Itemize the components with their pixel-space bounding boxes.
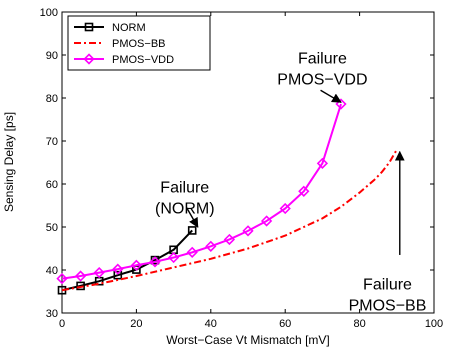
legend-item-pmos-bb: PMOS−BB bbox=[74, 38, 166, 50]
data-point bbox=[76, 281, 85, 291]
legend-item-norm: NORM bbox=[74, 22, 146, 34]
y-tick-label: 30 bbox=[46, 308, 58, 320]
data-point bbox=[279, 202, 291, 215]
legend: NORM PMOS−BB PMOS−VDD bbox=[67, 15, 211, 71]
data-point bbox=[223, 233, 236, 246]
annotation-arrow bbox=[320, 89, 342, 103]
data-point bbox=[93, 266, 105, 279]
data-point bbox=[316, 157, 329, 169]
legend-label: PMOS−VDD bbox=[112, 54, 174, 66]
annotation-label: Failure PMOS−VDD bbox=[277, 51, 367, 89]
x-axis-label: Worst−Case Vt Mismatch [mV] bbox=[166, 333, 329, 347]
series-pmos-bb bbox=[61, 149, 398, 292]
y-axis-label: Sensing Delay [ps] bbox=[2, 112, 16, 212]
data-point bbox=[112, 263, 124, 275]
y-tick-label: 50 bbox=[46, 222, 58, 234]
series-line-pmos-vdd bbox=[61, 103, 342, 280]
annotation-label: Failure PMOS−BB bbox=[349, 276, 427, 314]
data-point bbox=[149, 256, 161, 268]
series-line-pmos-bb bbox=[61, 149, 398, 292]
x-tick-label: 0 bbox=[59, 318, 65, 330]
annotation-line: PMOS−VDD bbox=[277, 72, 367, 89]
annotation-line: Failure bbox=[160, 180, 209, 197]
legend-label: PMOS−BB bbox=[112, 38, 166, 50]
legend-label: NORM bbox=[112, 22, 146, 34]
x-tick-label: 20 bbox=[130, 318, 142, 330]
y-tick-label: 70 bbox=[46, 136, 58, 148]
data-point bbox=[113, 270, 123, 280]
annotation-arrow bbox=[186, 207, 199, 228]
x-tick-label: 60 bbox=[279, 318, 291, 330]
data-point bbox=[242, 225, 254, 237]
series-norm bbox=[57, 226, 197, 295]
annotation-label: Failure (NORM) bbox=[155, 180, 215, 218]
y-tick-label: 90 bbox=[46, 50, 58, 62]
data-point bbox=[74, 270, 87, 282]
annotation-line: Failure bbox=[298, 51, 347, 68]
annotations: Failure (NORM) Failure PMOS−VDD Failure PMOS−… bbox=[155, 51, 426, 315]
axis-ticks: 0 20 40 60 80 100 30 40 50 60 70 80 90 100 bbox=[40, 7, 444, 330]
data-point bbox=[130, 259, 143, 271]
data-point bbox=[260, 215, 273, 227]
legend-item-pmos-vdd: PMOS−VDD bbox=[74, 53, 174, 66]
annotation-line: (NORM) bbox=[155, 201, 215, 218]
data-point bbox=[205, 240, 217, 252]
legend-marker bbox=[83, 53, 95, 65]
x-tick-label: 40 bbox=[205, 318, 217, 330]
series-group bbox=[56, 98, 398, 295]
x-tick-label: 100 bbox=[425, 318, 443, 330]
data-point bbox=[56, 272, 68, 285]
y-tick-label: 60 bbox=[46, 179, 58, 191]
annotation-line: PMOS−BB bbox=[349, 297, 427, 314]
y-tick-label: 80 bbox=[46, 93, 58, 105]
data-point bbox=[167, 251, 180, 264]
legend-marker bbox=[84, 22, 94, 32]
y-tick-label: 40 bbox=[46, 265, 58, 277]
data-point bbox=[186, 246, 198, 259]
series-pmos-vdd bbox=[56, 98, 347, 285]
x-tick-label: 80 bbox=[353, 318, 365, 330]
annotation-line: Failure bbox=[363, 276, 412, 293]
y-tick-label: 100 bbox=[40, 7, 58, 19]
data-point bbox=[298, 185, 310, 197]
